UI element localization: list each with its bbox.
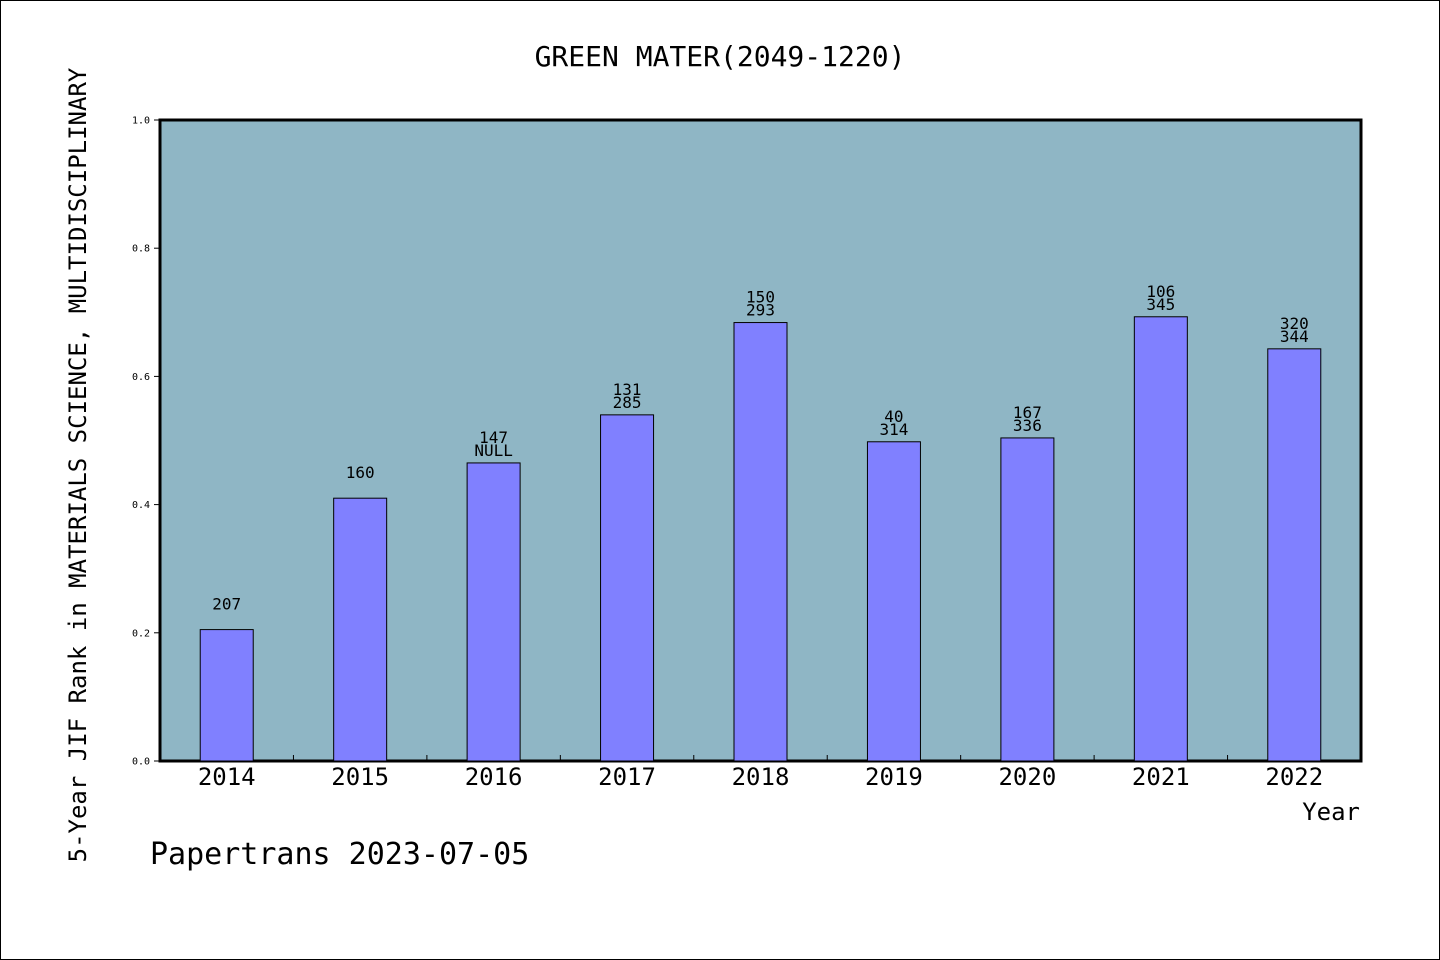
bar-label-2021-2: 345 — [1146, 295, 1175, 314]
x-axis-ticks — [292, 755, 1229, 761]
bar-2022 — [1267, 348, 1322, 762]
bar-2020 — [1000, 437, 1055, 762]
footer-watermark: Papertrans 2023-07-05 — [150, 837, 529, 872]
bar-label-2017-2: 285 — [613, 393, 642, 412]
y-tick-label: 0.4 — [132, 500, 150, 511]
bar-2016 — [466, 462, 521, 762]
x-tick-label-2017: 2017 — [598, 763, 656, 791]
y-tick-label: 0.8 — [132, 244, 150, 255]
bar-label-2020-2: 336 — [1013, 416, 1042, 435]
bar-label-2018-1: 150 — [746, 288, 775, 307]
bar-label-2019-2: 314 — [879, 420, 908, 439]
y-axis-ticks: 0.0 0.2 0.4 0.6 0.8 1.0 — [132, 116, 160, 768]
bar-2014 — [199, 629, 254, 762]
bar-label-2016-1: 147 — [479, 428, 508, 447]
bar-label-2016-2: NULL — [474, 441, 513, 460]
bar-label-2018-2: 293 — [746, 301, 775, 320]
x-tick-label-2018: 2018 — [732, 763, 790, 791]
bar-label-2022-2: 344 — [1280, 327, 1309, 346]
x-tick-label-2015: 2015 — [331, 763, 389, 791]
x-axis-labels: 2014 2015 2016 2017 2018 2019 2020 2021 2022 — [198, 763, 1323, 791]
bar-label-2019-1: 40 — [884, 407, 903, 426]
bar-2021 — [1133, 316, 1188, 762]
bar-label-2015: 160 — [346, 463, 375, 482]
x-tick-label-2020: 2020 — [998, 763, 1056, 791]
bar-label-2020-1: 167 — [1013, 403, 1042, 422]
y-tick-label: 0.0 — [132, 757, 150, 768]
y-tick-label: 0.6 — [132, 372, 150, 383]
bar-label-2017-1: 131 — [613, 380, 642, 399]
bar-label-2022-1: 320 — [1280, 314, 1309, 333]
y-axis-title: 5-Year JIF Rank in MATERIALS SCIENCE, MU… — [64, 67, 92, 862]
y-tick-label: 0.2 — [132, 628, 150, 639]
bar-label-2014: 207 — [212, 595, 241, 614]
x-tick-label-2016: 2016 — [465, 763, 523, 791]
bar-2019 — [866, 441, 921, 762]
x-tick-label-2021: 2021 — [1132, 763, 1190, 791]
chart-title: GREEN MATER(2049-1220) — [535, 40, 906, 73]
bar-label-2021-1: 106 — [1146, 282, 1175, 301]
bar-2018 — [733, 322, 788, 762]
bar-2015 — [333, 497, 388, 762]
x-tick-label-2014: 2014 — [198, 763, 256, 791]
x-axis-title: Year — [1302, 798, 1360, 826]
bar-labels: 207160147NULL131285150293403141673361063… — [212, 282, 1308, 614]
y-tick-label: 1.0 — [132, 116, 150, 127]
bar-2017 — [600, 414, 655, 762]
x-tick-label-2019: 2019 — [865, 763, 923, 791]
x-tick-label-2022: 2022 — [1265, 763, 1323, 791]
bars — [199, 316, 1322, 762]
